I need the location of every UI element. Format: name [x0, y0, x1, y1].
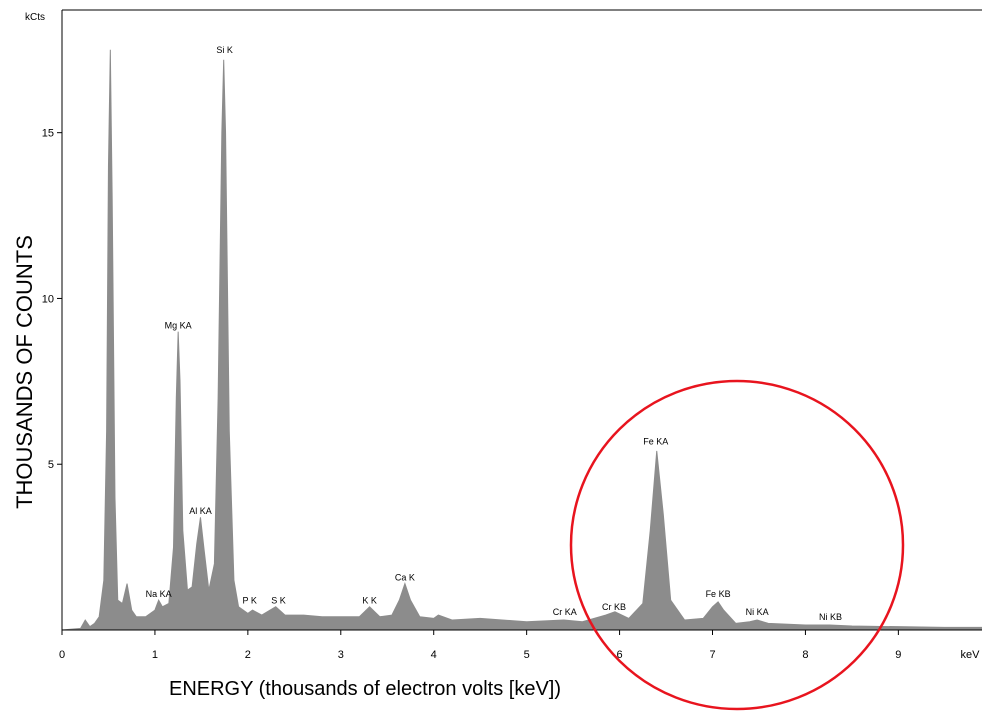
x-tick-label: 7 [709, 649, 715, 661]
peak-label: Ca K [395, 572, 415, 582]
peak-label: P K [243, 595, 257, 605]
x-tick-label: 1 [152, 649, 158, 661]
y-unit: kCts [25, 12, 45, 23]
peak-label: Al KA [189, 506, 212, 516]
peak-label: Fe KB [706, 589, 731, 599]
peak-label: Cr KA [553, 607, 577, 617]
peak-label: Ni KB [819, 612, 842, 622]
x-tick-label: 4 [431, 649, 437, 661]
peak-label: Mg KA [165, 320, 192, 330]
x-tick-label: 5 [524, 649, 530, 661]
x-tick-label: 9 [895, 649, 901, 661]
x-tick-label: 2 [245, 649, 251, 661]
peak-label: Cr KB [602, 602, 626, 612]
x-tick-label: 0 [59, 649, 65, 661]
x-tick-label: 6 [617, 649, 623, 661]
peak-label: Fe KA [643, 436, 668, 446]
x-axis-title: ENERGY (thousands of electron volts [keV… [169, 678, 561, 700]
x-tick-label: 3 [338, 649, 344, 661]
y-tick-label: 5 [48, 459, 54, 471]
x-tick-label: 8 [802, 649, 808, 661]
peak-label: Ni KA [746, 607, 769, 617]
peak-label: Na KA [146, 589, 172, 599]
y-tick-label: 15 [42, 128, 54, 140]
peak-label: S K [271, 595, 286, 605]
peak-label: Si K [216, 45, 233, 55]
highlight-circle [569, 379, 905, 711]
spectrum-area [61, 49, 982, 631]
y-axis-title: THOUSANDS OF COUNTS [12, 235, 37, 509]
x-unit: keV [961, 649, 981, 661]
peak-label: K K [362, 595, 377, 605]
y-tick-label: 10 [42, 293, 54, 305]
